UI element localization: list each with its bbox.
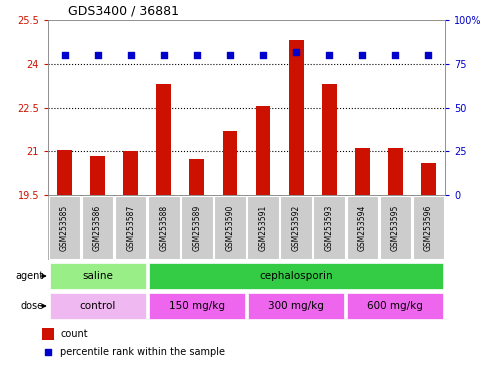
Point: [193, 52, 201, 58]
Text: percentile rank within the sample: percentile rank within the sample: [60, 347, 226, 357]
Point: [392, 52, 399, 58]
Text: 300 mg/kg: 300 mg/kg: [268, 301, 324, 311]
Text: GSM253586: GSM253586: [93, 204, 102, 251]
Bar: [156, 84, 171, 195]
Text: GSM253591: GSM253591: [258, 204, 268, 251]
Point: [292, 48, 300, 55]
Bar: [82, 196, 114, 259]
Point: [358, 52, 366, 58]
Bar: [49, 196, 80, 259]
Bar: [247, 196, 279, 259]
Bar: [256, 106, 270, 195]
Point: [425, 52, 432, 58]
Text: GSM253594: GSM253594: [358, 204, 367, 251]
Text: GSM253590: GSM253590: [226, 204, 234, 251]
Bar: [181, 196, 213, 259]
Point: [127, 52, 135, 58]
Bar: [214, 196, 246, 259]
Text: 150 mg/kg: 150 mg/kg: [169, 301, 225, 311]
Bar: [48, 195, 445, 260]
Bar: [148, 196, 180, 259]
Text: GSM253595: GSM253595: [391, 204, 400, 251]
Bar: [149, 293, 245, 319]
Bar: [355, 148, 369, 195]
Text: saline: saline: [82, 271, 113, 281]
Point: [160, 52, 168, 58]
Bar: [322, 84, 337, 195]
Bar: [346, 196, 378, 259]
Bar: [289, 40, 304, 195]
Text: agent: agent: [16, 271, 44, 281]
Bar: [280, 196, 312, 259]
Bar: [421, 163, 436, 195]
Text: GSM253592: GSM253592: [292, 204, 300, 251]
Text: cephalosporin: cephalosporin: [259, 271, 333, 281]
Text: control: control: [79, 301, 116, 311]
Bar: [50, 293, 145, 319]
Text: dose: dose: [21, 301, 44, 311]
Bar: [42, 328, 54, 340]
Point: [226, 52, 234, 58]
Bar: [189, 159, 204, 195]
Bar: [347, 293, 443, 319]
Bar: [248, 293, 344, 319]
Text: GSM253589: GSM253589: [192, 204, 201, 251]
Text: GSM253588: GSM253588: [159, 204, 168, 251]
Text: GSM253593: GSM253593: [325, 204, 334, 251]
Point: [326, 52, 333, 58]
Bar: [90, 156, 105, 195]
Bar: [380, 196, 411, 259]
Point: [259, 52, 267, 58]
Bar: [149, 263, 443, 289]
Bar: [57, 150, 72, 195]
Bar: [313, 196, 345, 259]
Text: 600 mg/kg: 600 mg/kg: [368, 301, 423, 311]
Bar: [123, 151, 138, 195]
Bar: [223, 131, 238, 195]
Bar: [115, 196, 146, 259]
Text: GSM253596: GSM253596: [424, 204, 433, 251]
Bar: [388, 148, 403, 195]
Text: GSM253587: GSM253587: [126, 204, 135, 251]
Bar: [412, 196, 444, 259]
Point: [61, 52, 69, 58]
Point: [94, 52, 101, 58]
Text: count: count: [60, 329, 88, 339]
Text: GSM253585: GSM253585: [60, 204, 69, 251]
Point: [330, 248, 338, 254]
Text: GDS3400 / 36881: GDS3400 / 36881: [68, 5, 179, 17]
Bar: [50, 263, 145, 289]
